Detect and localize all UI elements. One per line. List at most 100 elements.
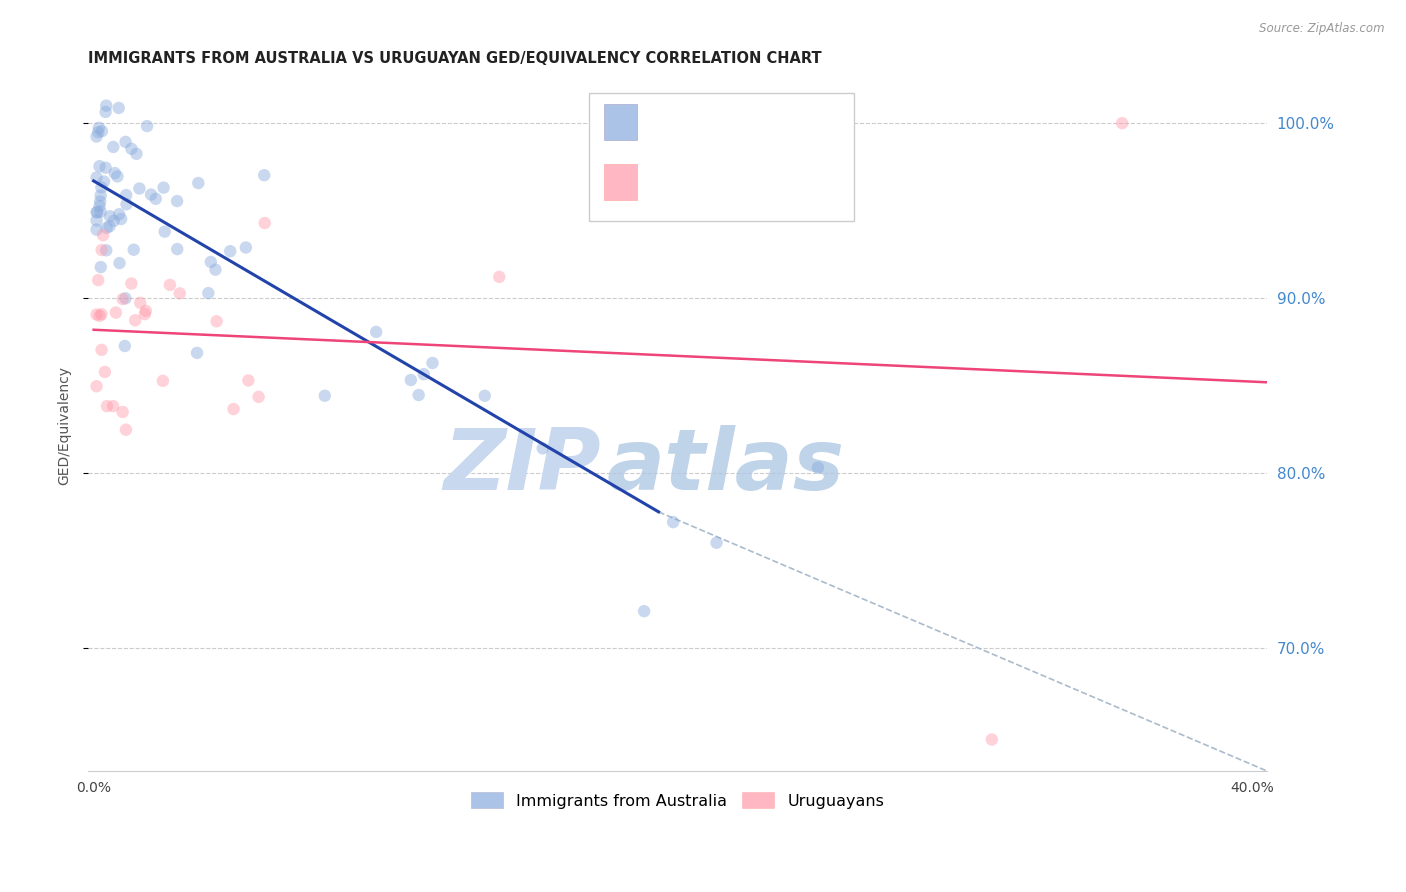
Point — [91, 124, 114, 138]
FancyBboxPatch shape — [589, 93, 855, 221]
Point — [200, 255, 222, 269]
Point — [633, 604, 655, 618]
Point — [90, 180, 112, 194]
Point — [235, 240, 257, 254]
Point — [87, 125, 110, 139]
Point — [86, 170, 108, 185]
Point — [128, 181, 150, 195]
Point — [204, 262, 226, 277]
Point — [152, 180, 174, 194]
Point — [90, 243, 112, 257]
Point — [399, 373, 422, 387]
Point — [186, 346, 208, 360]
Point — [86, 205, 108, 219]
Point — [238, 374, 260, 388]
Point — [253, 168, 276, 182]
Point — [86, 129, 108, 144]
Point — [136, 119, 159, 133]
Point — [89, 309, 111, 323]
Point — [86, 222, 108, 236]
Point — [87, 120, 110, 135]
Point — [86, 308, 108, 322]
Point — [166, 194, 188, 208]
Point — [110, 212, 132, 227]
Point — [253, 216, 276, 230]
Point — [103, 214, 125, 228]
Point — [98, 209, 121, 223]
Point — [96, 98, 118, 112]
Text: R = -0.457    N = 68: R = -0.457 N = 68 — [647, 112, 815, 130]
Point — [205, 314, 228, 328]
Point — [107, 169, 129, 184]
Point — [111, 292, 134, 306]
Point — [408, 388, 430, 402]
Point — [531, 442, 554, 456]
Text: R = -0.096    N = 31: R = -0.096 N = 31 — [647, 173, 815, 192]
Point — [96, 244, 118, 258]
Point — [662, 515, 685, 529]
Point — [94, 365, 117, 379]
Point — [169, 286, 191, 301]
Point — [125, 146, 148, 161]
Text: IMMIGRANTS FROM AUSTRALIA VS URUGUAYAN GED/EQUIVALENCY CORRELATION CHART: IMMIGRANTS FROM AUSTRALIA VS URUGUAYAN G… — [87, 51, 821, 66]
Point — [103, 140, 125, 154]
Y-axis label: GED/Equivalency: GED/Equivalency — [58, 366, 72, 484]
Point — [474, 389, 496, 403]
Point — [94, 104, 117, 119]
Point — [222, 402, 245, 417]
Point — [124, 313, 146, 327]
Point — [134, 307, 156, 321]
Point — [90, 307, 112, 321]
Point — [115, 188, 138, 202]
Point — [197, 286, 219, 301]
Point — [120, 142, 142, 156]
Legend: Immigrants from Australia, Uruguayans: Immigrants from Australia, Uruguayans — [464, 786, 890, 815]
Point — [366, 325, 388, 339]
Point — [86, 379, 108, 393]
Point — [90, 343, 112, 357]
Text: Source: ZipAtlas.com: Source: ZipAtlas.com — [1260, 22, 1385, 36]
Point — [706, 535, 728, 549]
Point — [145, 192, 167, 206]
Point — [108, 256, 131, 270]
Text: atlas: atlas — [607, 425, 845, 508]
Point — [87, 273, 110, 287]
Point — [89, 159, 111, 173]
Point — [94, 161, 117, 175]
Point — [115, 423, 138, 437]
Point — [91, 228, 114, 243]
Point — [153, 225, 176, 239]
Point — [166, 242, 188, 256]
Point — [86, 213, 108, 227]
Point — [422, 356, 444, 370]
FancyBboxPatch shape — [605, 103, 637, 139]
Point — [314, 389, 336, 403]
Point — [129, 295, 152, 310]
Point — [122, 243, 145, 257]
Point — [86, 205, 108, 219]
Point — [980, 732, 1002, 747]
Point — [114, 291, 136, 305]
Point — [115, 197, 138, 211]
Point — [90, 188, 112, 202]
Point — [219, 244, 242, 259]
Point — [488, 269, 510, 284]
Point — [412, 367, 434, 381]
Point — [107, 101, 129, 115]
Point — [120, 277, 142, 291]
Point — [135, 303, 157, 318]
Point — [111, 405, 134, 419]
Point — [104, 305, 127, 319]
FancyBboxPatch shape — [605, 164, 637, 201]
Point — [98, 219, 121, 234]
Point — [187, 176, 209, 190]
Point — [114, 135, 136, 149]
Point — [96, 220, 118, 235]
Point — [89, 199, 111, 213]
Point — [159, 277, 181, 292]
Point — [89, 194, 111, 209]
Point — [247, 390, 270, 404]
Point — [108, 207, 131, 221]
Point — [807, 460, 830, 475]
Point — [139, 187, 162, 202]
